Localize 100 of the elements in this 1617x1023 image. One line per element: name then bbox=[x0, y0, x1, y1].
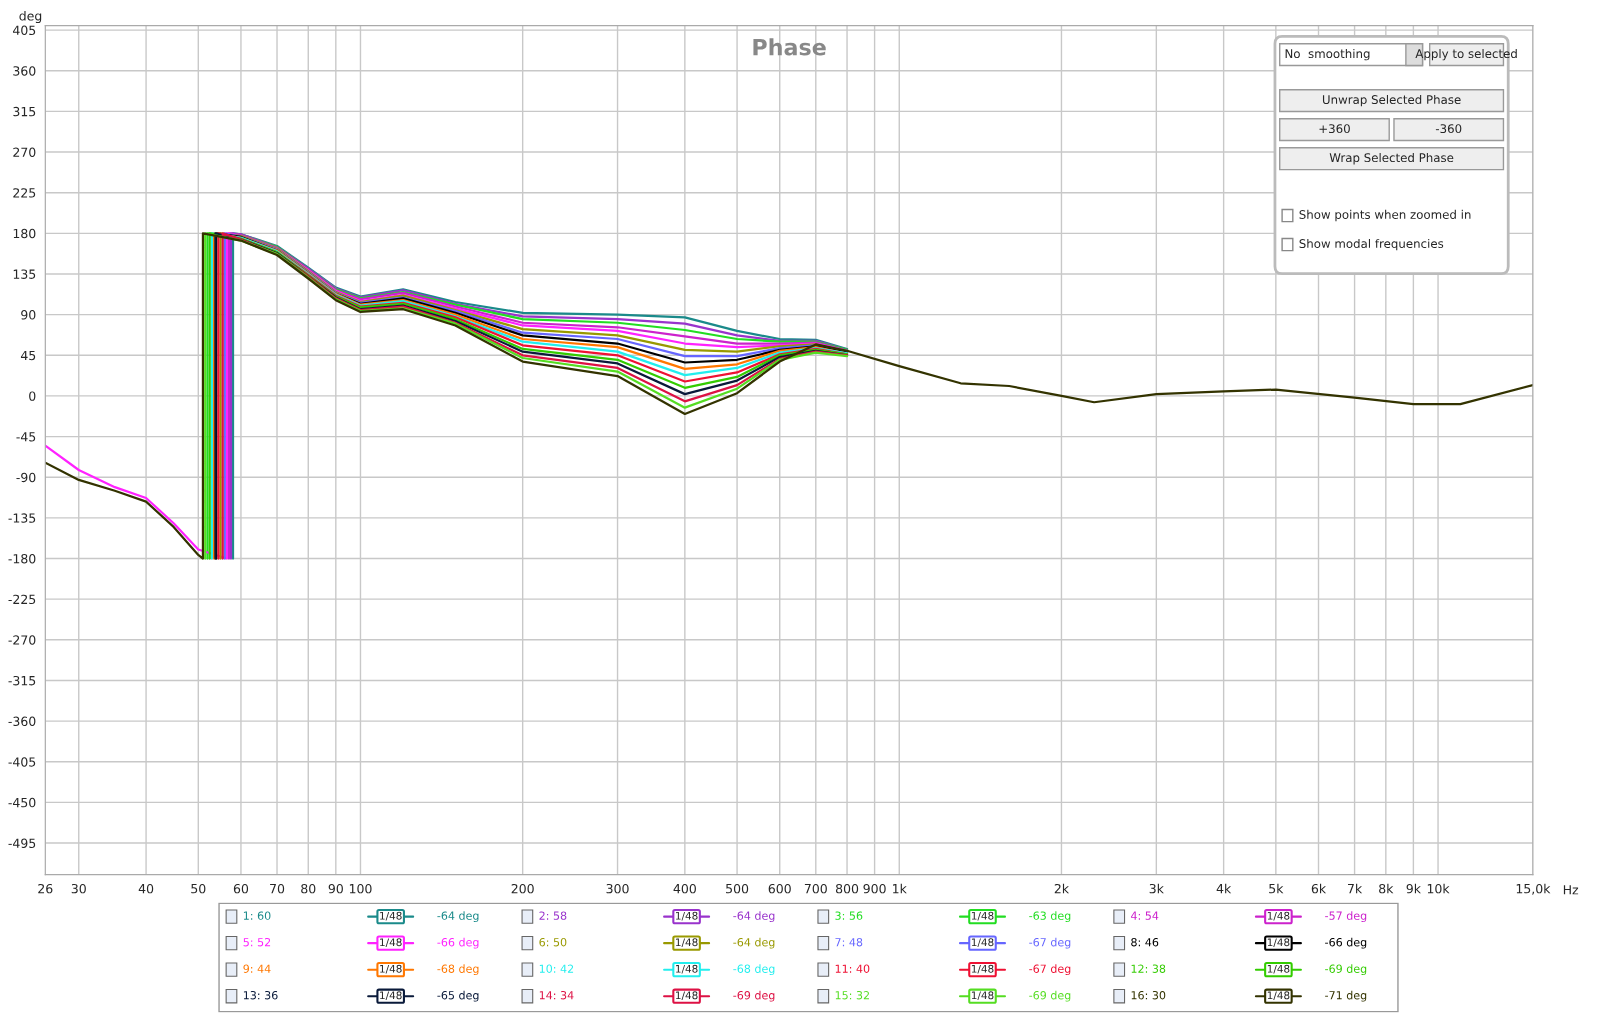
x-tick-label: 7k bbox=[1348, 883, 1363, 894]
annotation: Apply to selected bbox=[1415, 48, 1517, 61]
x-tick-label: 26 bbox=[38, 883, 53, 894]
annotation: Show modal frequencies bbox=[1299, 238, 1444, 251]
y-tick-label: -495 bbox=[8, 838, 36, 848]
y-tick-label: 315 bbox=[13, 106, 36, 117]
text: 1/48 bbox=[1267, 938, 1290, 948]
y-tick-label: -270 bbox=[8, 635, 36, 645]
y-tick-label: 90 bbox=[21, 310, 36, 320]
text: 4: 54 bbox=[1130, 911, 1159, 920]
text: 1/48 bbox=[971, 964, 994, 974]
y-tick-label: -45 bbox=[16, 432, 36, 442]
x-tick-label: 700 bbox=[804, 883, 827, 894]
y-axis-title: deg bbox=[19, 10, 42, 24]
text: -68 deg bbox=[437, 964, 479, 976]
text: -57 deg bbox=[1325, 911, 1367, 923]
x-tick-label: 200 bbox=[511, 883, 534, 894]
y-tick-label: 135 bbox=[13, 269, 36, 279]
text: 1: 60 bbox=[243, 911, 271, 920]
text: 5: 52 bbox=[243, 937, 271, 947]
x-tick-label: 6k bbox=[1311, 883, 1327, 894]
text: 1/48 bbox=[380, 938, 402, 948]
text: -66 deg bbox=[437, 937, 479, 949]
y-tick-label: 270 bbox=[13, 147, 36, 157]
x-tick-label: 15,0k bbox=[1516, 883, 1551, 895]
y-tick-label: -315 bbox=[8, 675, 36, 686]
y-tick-label: 180 bbox=[13, 228, 36, 239]
y-tick-label: -90 bbox=[16, 472, 36, 483]
text: -71 deg bbox=[1325, 990, 1367, 1002]
y-tick-label: -135 bbox=[8, 513, 36, 523]
annotation: Wrap Selected Phase bbox=[1329, 152, 1454, 165]
text: 6: 50 bbox=[539, 937, 567, 947]
x-tick-label: 9k bbox=[1406, 883, 1421, 894]
text: -65 deg bbox=[437, 990, 479, 1002]
y-tick-label: -450 bbox=[8, 797, 36, 808]
x-tick-label: 500 bbox=[726, 883, 749, 894]
text: 1/48 bbox=[1267, 964, 1290, 974]
x-tick-label: 30 bbox=[71, 883, 86, 894]
text: -63 deg bbox=[1029, 911, 1071, 923]
x-tick-label: 50 bbox=[191, 883, 206, 894]
text: 11: 40 bbox=[835, 964, 870, 973]
text: 9: 44 bbox=[243, 964, 271, 973]
annotation: Unwrap Selected Phase bbox=[1322, 94, 1461, 107]
y-tick-label: -225 bbox=[8, 594, 36, 605]
x-tick-label: 800 bbox=[835, 883, 859, 894]
x-tick-label: 5k bbox=[1269, 883, 1284, 894]
text: 1/48 bbox=[1267, 991, 1290, 1001]
text: -67 deg bbox=[1029, 964, 1071, 976]
text: 10: 42 bbox=[539, 964, 574, 973]
x-tick-label: 900 bbox=[863, 883, 886, 894]
y-tick-label: -360 bbox=[8, 716, 36, 727]
text: -64 deg bbox=[733, 937, 775, 949]
x-tick-label: 60 bbox=[233, 883, 249, 894]
chart-title: Phase bbox=[753, 38, 826, 56]
x-tick-label: 90 bbox=[328, 883, 343, 894]
text: 7: 48 bbox=[835, 937, 863, 947]
text: -64 deg bbox=[733, 911, 775, 923]
text: -66 deg bbox=[1325, 937, 1367, 949]
text: 14: 34 bbox=[539, 991, 574, 1000]
text: -68 deg bbox=[733, 964, 775, 976]
text: 13: 36 bbox=[243, 991, 278, 1000]
annotation: Show points when zoomed in bbox=[1299, 209, 1471, 222]
text: 3: 56 bbox=[835, 911, 863, 920]
y-tick-label: 45 bbox=[20, 350, 36, 361]
x-tick-label: 80 bbox=[301, 883, 316, 894]
x-axis-title: Hz bbox=[1563, 885, 1579, 895]
annotation: -360 bbox=[1435, 124, 1462, 134]
text: 1/48 bbox=[676, 911, 698, 921]
x-tick-label: 300 bbox=[606, 883, 629, 894]
text: 1/48 bbox=[380, 911, 402, 921]
text: 1/48 bbox=[676, 938, 698, 948]
annotation: No smoothing bbox=[1285, 48, 1370, 61]
x-tick-label: 40 bbox=[138, 883, 154, 894]
y-tick-label: -180 bbox=[8, 553, 36, 564]
text: -69 deg bbox=[1029, 990, 1071, 1002]
annotation: +360 bbox=[1319, 124, 1350, 134]
y-tick-label: -405 bbox=[8, 757, 36, 767]
y-tick-label: 225 bbox=[13, 188, 36, 198]
x-tick-label: 2k bbox=[1054, 883, 1070, 894]
text: 1/48 bbox=[380, 964, 402, 974]
text: 1/48 bbox=[971, 938, 994, 948]
x-tick-label: 100 bbox=[349, 883, 372, 894]
text: -64 deg bbox=[437, 911, 479, 923]
x-tick-label: 600 bbox=[768, 883, 791, 894]
text: 1/48 bbox=[676, 964, 698, 974]
x-tick-label: 70 bbox=[270, 883, 285, 894]
x-tick-label: 10k bbox=[1427, 883, 1450, 894]
x-tick-label: 1k bbox=[893, 883, 907, 894]
y-tick-label: 405 bbox=[13, 25, 36, 36]
text: 1/48 bbox=[1267, 911, 1290, 921]
text: -69 deg bbox=[733, 990, 775, 1002]
y-tick-label: 0 bbox=[29, 391, 36, 401]
x-tick-label: 8k bbox=[1379, 883, 1394, 894]
text: 2: 58 bbox=[539, 911, 567, 920]
y-tick-label: 360 bbox=[13, 66, 36, 76]
x-tick-label: 400 bbox=[673, 883, 696, 894]
text: 12: 38 bbox=[1131, 964, 1166, 973]
x-tick-label: 4k bbox=[1216, 883, 1232, 894]
text: -69 deg bbox=[1325, 964, 1367, 976]
text: -67 deg bbox=[1029, 937, 1071, 949]
